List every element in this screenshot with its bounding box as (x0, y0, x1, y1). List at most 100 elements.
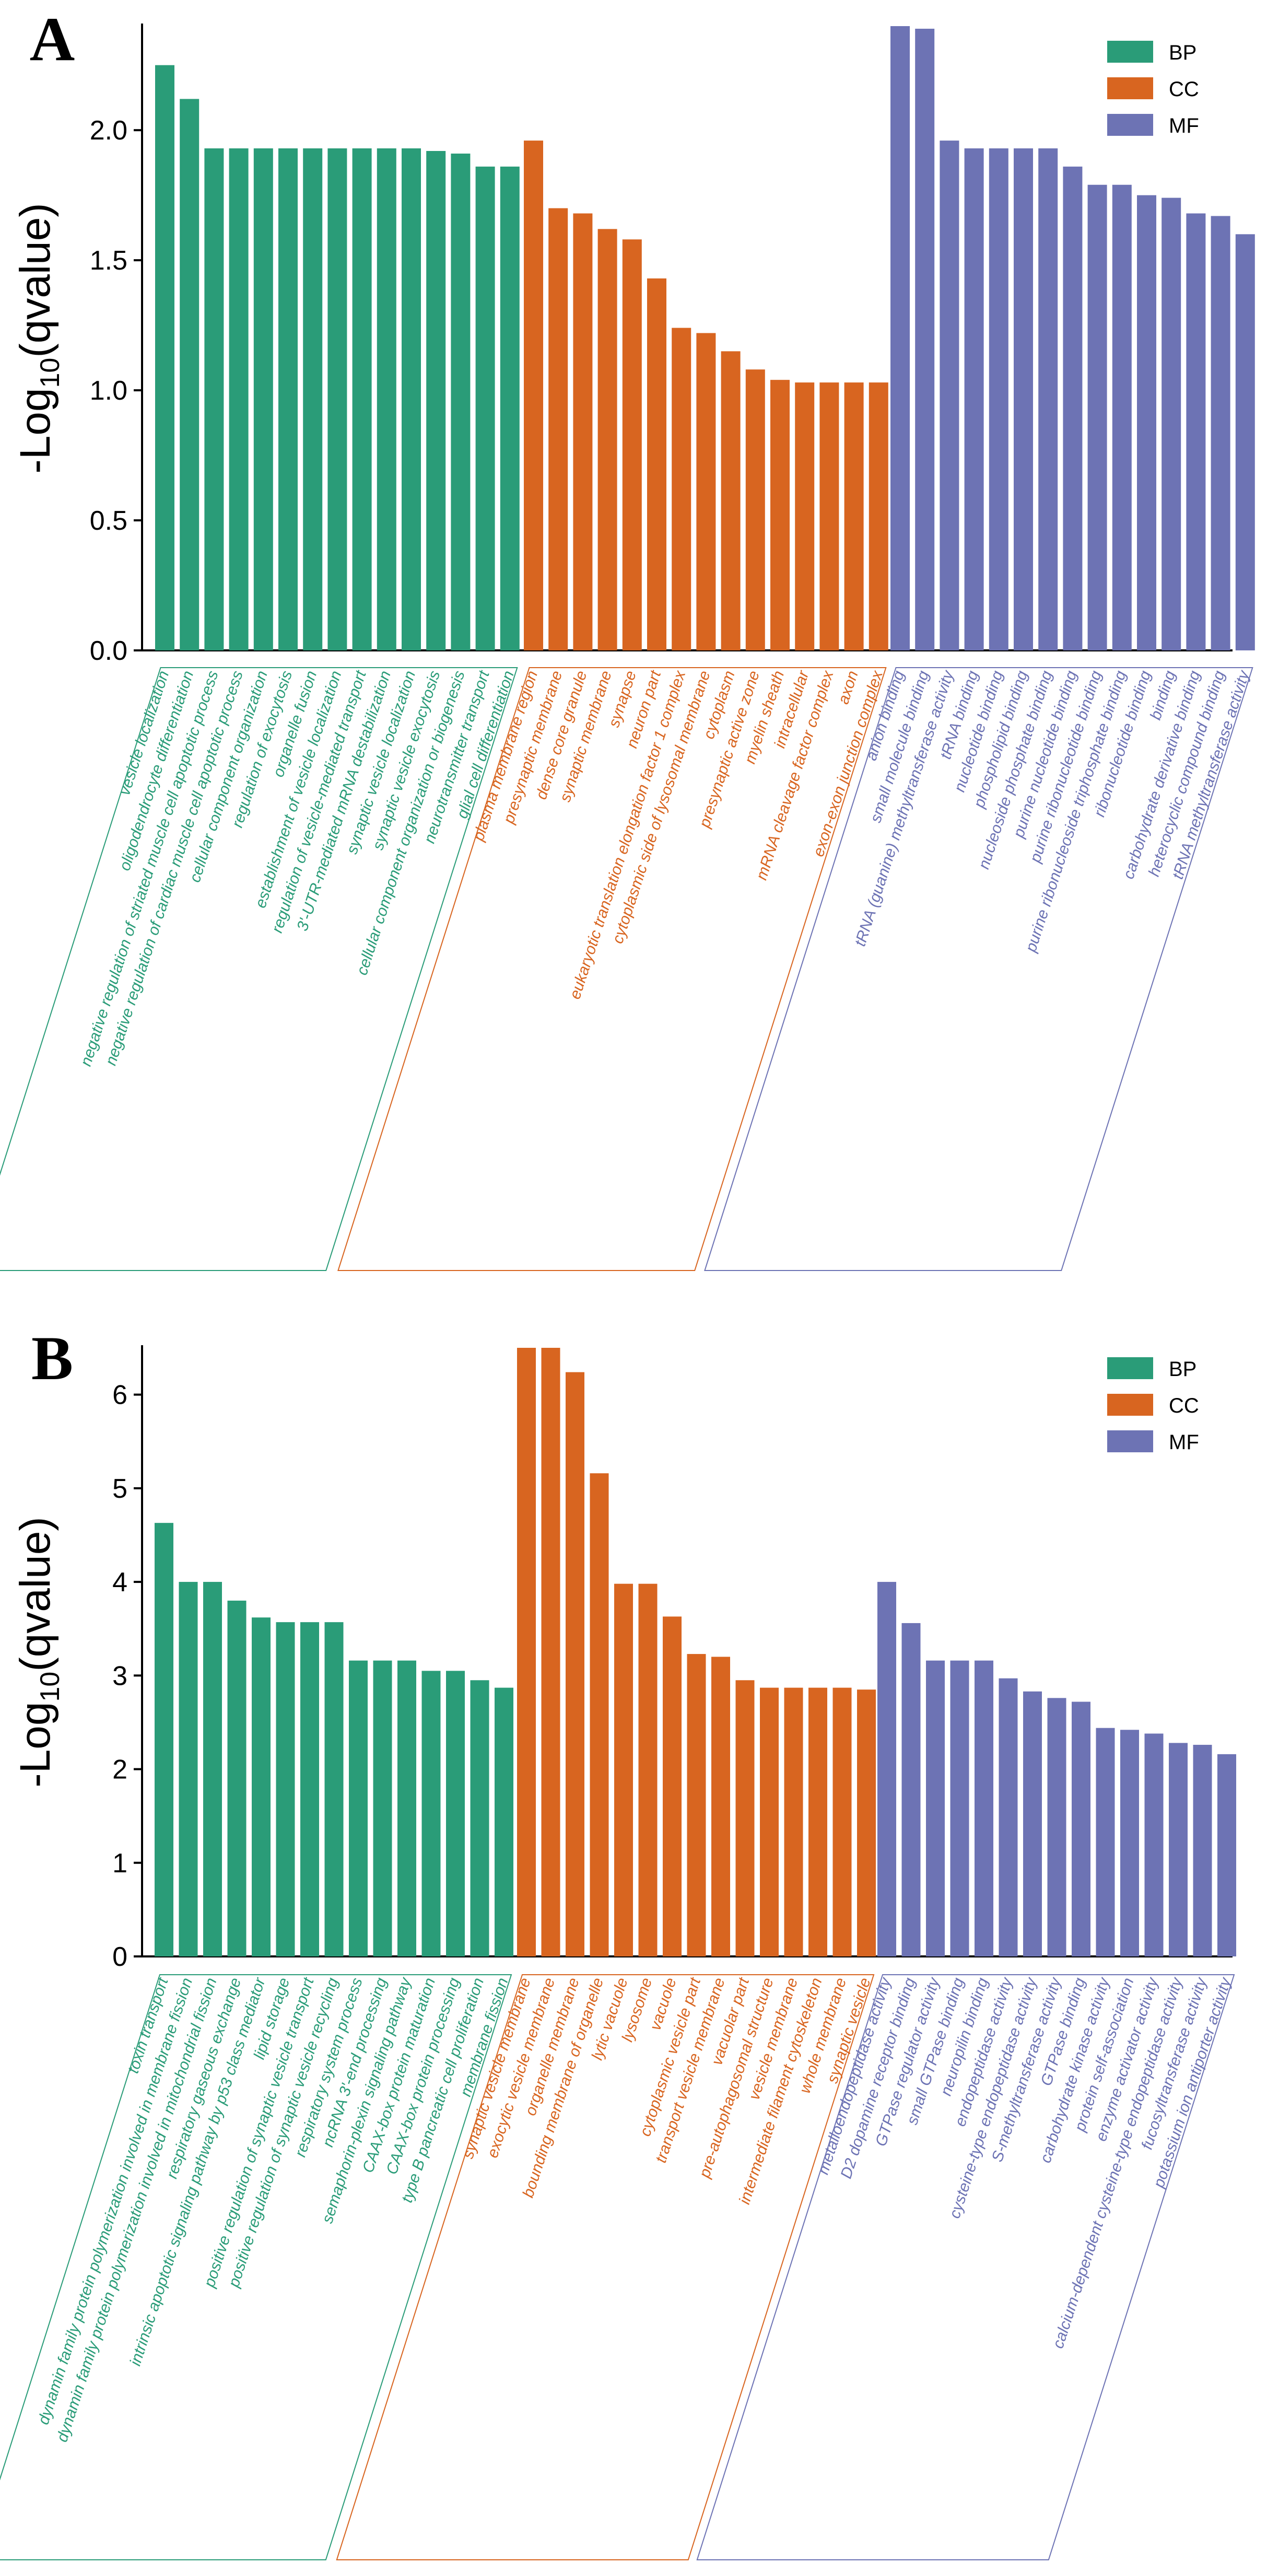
bar-A-CC-9 (745, 369, 765, 650)
bar-B-MF-11 (1144, 1733, 1164, 1956)
group-bracket-B-BP (0, 1974, 512, 2560)
bar-A-CC-3 (597, 229, 617, 650)
group-bracket-A-MF (704, 667, 1253, 1271)
bar-A-MF-6 (1038, 148, 1058, 650)
bar-A-BP-10 (402, 148, 421, 650)
bar-B-MF-9 (1096, 1728, 1115, 1956)
bar-B-CC-14 (857, 1689, 876, 1956)
bar-B-CC-7 (687, 1654, 706, 1956)
bar-B-BP-7 (324, 1622, 344, 1956)
category-label-A-CC-13: axon (835, 669, 861, 706)
legend-swatch-A-CC (1107, 77, 1153, 99)
bar-B-MF-2 (926, 1660, 945, 1956)
y-tick-label-B-5: 5 (112, 1474, 127, 1504)
y-tick-label-B-4: 4 (112, 1567, 127, 1598)
bar-B-BP-14 (495, 1687, 513, 1956)
bar-A-BP-6 (303, 148, 323, 650)
legend-swatch-A-BP (1107, 41, 1153, 63)
bar-A-CC-11 (795, 382, 815, 650)
bar-A-CC-5 (647, 278, 666, 650)
bar-B-BP-10 (397, 1660, 416, 1956)
legend-swatch-B-BP (1107, 1357, 1153, 1379)
bar-B-BP-3 (227, 1600, 247, 1956)
bar-B-CC-13 (832, 1687, 852, 1956)
bar-A-BP-3 (229, 148, 249, 650)
legend-label-A-CC: CC (1169, 78, 1199, 101)
bar-B-BP-8 (349, 1660, 368, 1956)
bar-B-BP-2 (203, 1582, 222, 1956)
group-bracket-A-CC (337, 667, 887, 1271)
legend-label-B-CC: CC (1169, 1394, 1199, 1417)
bar-A-BP-0 (155, 65, 174, 650)
bar-A-MF-5 (1014, 148, 1033, 650)
bar-B-BP-9 (373, 1660, 392, 1956)
bar-A-CC-8 (721, 351, 741, 650)
group-bracket-B-CC (336, 1974, 875, 2560)
bar-A-MF-10 (1137, 195, 1156, 650)
y-tick-label-A-0: 0.0 (90, 636, 127, 666)
bar-B-MF-13 (1193, 1744, 1212, 1956)
bar-A-BP-4 (253, 148, 273, 650)
legend-label-A-MF: MF (1169, 114, 1199, 137)
bar-B-MF-3 (950, 1660, 969, 1956)
bar-B-CC-3 (590, 1473, 609, 1956)
y-tick-label-B-6: 6 (112, 1380, 127, 1411)
y-tick-label-A-2: 1.0 (90, 376, 127, 406)
bar-A-MF-2 (940, 141, 959, 650)
bar-A-BP-5 (278, 148, 298, 650)
bar-A-MF-1 (915, 28, 935, 651)
bar-A-MF-13 (1211, 216, 1230, 651)
bar-B-MF-0 (877, 1582, 896, 1956)
bar-B-BP-5 (276, 1622, 295, 1956)
bar-B-CC-9 (735, 1680, 755, 1956)
bar-A-MF-14 (1235, 234, 1255, 650)
y-tick-label-A-4: 2.0 (90, 115, 127, 146)
bar-A-BP-9 (377, 148, 396, 650)
legend-label-B-BP: BP (1169, 1358, 1196, 1381)
bar-A-CC-2 (573, 213, 593, 650)
bar-A-CC-1 (548, 208, 568, 651)
bar-B-BP-6 (300, 1622, 319, 1956)
bar-A-MF-11 (1162, 197, 1181, 650)
y-axis-title-B: -Log10(qvalue) (11, 1517, 65, 1787)
bar-B-BP-13 (470, 1680, 489, 1956)
bar-B-BP-12 (446, 1671, 465, 1956)
bar-B-CC-11 (784, 1687, 803, 1956)
bar-A-BP-13 (475, 166, 495, 650)
bar-A-MF-8 (1087, 184, 1107, 651)
bar-B-CC-4 (614, 1583, 633, 1956)
bar-A-CC-14 (869, 382, 888, 650)
bar-B-CC-12 (808, 1687, 827, 1956)
bar-B-CC-10 (760, 1687, 779, 1956)
y-tick-label-B-2: 2 (112, 1755, 127, 1785)
category-label-B-BP-1: dynamin family protein polymerization in… (35, 1976, 196, 2427)
bar-B-CC-2 (566, 1372, 584, 1956)
bar-B-CC-1 (541, 1348, 560, 1956)
bar-B-MF-8 (1072, 1701, 1090, 1956)
bar-B-BP-11 (421, 1671, 441, 1956)
y-tick-label-B-3: 3 (112, 1661, 127, 1691)
bar-B-CC-0 (517, 1348, 536, 1956)
bar-A-CC-7 (696, 333, 716, 650)
bar-B-MF-5 (999, 1678, 1018, 1956)
bar-B-MF-12 (1169, 1743, 1188, 1956)
bar-A-MF-12 (1186, 213, 1206, 650)
bar-A-CC-6 (672, 328, 691, 650)
bar-B-CC-5 (638, 1583, 658, 1956)
legend-swatch-B-CC (1107, 1394, 1153, 1416)
bar-A-CC-12 (819, 382, 839, 650)
legend-swatch-A-MF (1107, 114, 1153, 136)
bar-B-MF-14 (1217, 1754, 1236, 1956)
bar-A-BP-8 (352, 148, 372, 650)
y-tick-label-B-1: 1 (112, 1848, 127, 1879)
bar-A-CC-4 (622, 239, 642, 651)
bar-A-BP-12 (451, 153, 471, 651)
bar-A-MF-7 (1063, 166, 1083, 650)
bar-A-BP-14 (500, 166, 520, 650)
y-axis-title-A: -Log10(qvalue) (11, 203, 65, 473)
bar-B-MF-1 (901, 1623, 921, 1956)
bar-A-CC-10 (770, 380, 790, 650)
bar-B-MF-10 (1120, 1730, 1139, 1956)
panel-letter-B: B (31, 1323, 73, 1393)
